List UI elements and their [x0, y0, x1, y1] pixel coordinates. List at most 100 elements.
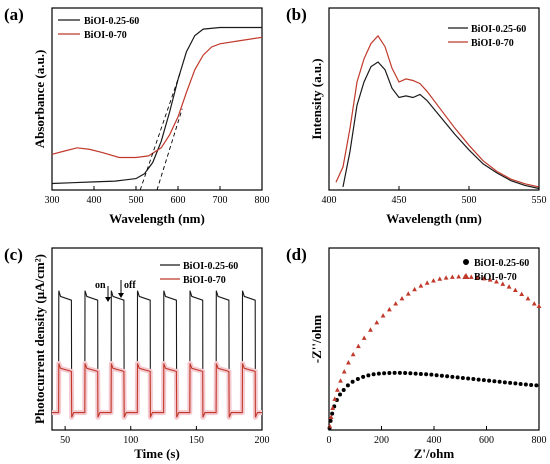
data-point-1 — [502, 380, 507, 385]
data-point-1 — [408, 371, 413, 376]
panel-b-label: (b) — [286, 5, 307, 24]
data-point-1 — [434, 373, 439, 378]
panel-d-legend-label-1: BiOI-0.25-60 — [474, 258, 529, 269]
panel-b-legend-label-1: BiOI-0.25-60 — [471, 24, 526, 35]
x-tick-label: 200 — [374, 435, 389, 446]
data-point-2 — [393, 301, 399, 306]
data-point-2 — [525, 295, 531, 301]
data-point-1 — [424, 372, 429, 377]
x-tick-label: 100 — [123, 435, 138, 446]
data-point-2 — [431, 278, 436, 283]
panel-d-legend: BiOI-0.25-60 BiOI-0-70 — [462, 258, 529, 283]
data-point-1 — [371, 372, 376, 377]
data-point-2 — [350, 351, 356, 357]
panel-d-label: (d) — [286, 245, 307, 264]
data-point-2 — [374, 320, 380, 325]
data-point-2 — [368, 327, 373, 332]
data-point-1 — [466, 376, 471, 381]
panel-d: (d) 0 200 400 600 800 Z'/ohm -Z''/ohm BiOI-0… — [286, 245, 547, 461]
data-point-2 — [506, 284, 512, 289]
x-tick-label: 450 — [392, 195, 407, 206]
panel-c-legend-label-2: BiOI-0-70 — [183, 275, 226, 286]
panel-a-xticks: 300 400 500 600 700 800 — [45, 186, 270, 206]
data-point-1 — [450, 374, 455, 379]
data-point-1 — [529, 383, 534, 388]
tangent-line-1 — [139, 72, 181, 191]
data-point-1 — [330, 411, 335, 416]
data-point-1 — [460, 375, 465, 380]
x-tick-label: 800 — [532, 435, 547, 446]
data-point-1 — [413, 371, 418, 376]
panel-b-ylabel: Intensity (a.u.) — [309, 58, 324, 139]
panel-b: (b) 400 450 500 550 Wavelength (nm) Intensi… — [286, 5, 547, 226]
panel-a-legend-label-1: BiOI-0.25-60 — [84, 16, 139, 27]
panel-a-plot — [51, 26, 263, 191]
x-tick-label: 0 — [327, 435, 332, 446]
data-point-1 — [518, 381, 523, 386]
data-point-2 — [346, 360, 351, 365]
panel-d-xlabel: Z'/ohm — [414, 446, 455, 461]
panel-d-plot — [327, 274, 542, 431]
panel-b-frame — [328, 7, 540, 191]
data-point-2 — [487, 277, 493, 282]
x-tick-label: 600 — [171, 195, 186, 206]
data-point-1 — [492, 379, 497, 384]
series-line-1 — [51, 26, 262, 185]
x-tick-label: 150 — [189, 435, 204, 446]
data-point-2 — [330, 405, 336, 410]
off-arrow-head — [118, 293, 124, 298]
data-point-1 — [497, 379, 502, 384]
data-point-1 — [366, 373, 371, 378]
panel-c-legend: BiOI-0.25-60 BiOI-0-70 — [160, 261, 238, 286]
data-point-1 — [429, 372, 434, 377]
data-point-1 — [481, 378, 486, 383]
on-arrow-head — [105, 297, 111, 302]
data-point-1 — [338, 392, 343, 397]
data-point-2 — [328, 414, 334, 420]
panel-d-legend-marker-2 — [462, 273, 470, 279]
data-point-2 — [512, 287, 518, 293]
x-tick-label: 600 — [479, 435, 494, 446]
panel-c-on-annotation: on — [95, 280, 111, 302]
x-tick-label: 50 — [60, 435, 70, 446]
data-point-1 — [439, 373, 444, 378]
data-point-1 — [513, 381, 518, 386]
panel-a-label: (a) — [4, 5, 24, 24]
data-point-2 — [536, 303, 542, 309]
data-point-2 — [356, 343, 361, 349]
data-point-2 — [405, 291, 411, 296]
x-tick-label: 300 — [45, 195, 60, 206]
data-point-1 — [508, 380, 513, 385]
panel-d-legend-label-2: BiOI-0-70 — [474, 272, 517, 283]
data-point-2 — [449, 274, 455, 279]
panel-b-legend: BiOI-0.25-60 BiOI-0-70 — [448, 24, 526, 49]
x-tick-label: 550 — [532, 195, 547, 206]
off-label: off — [124, 280, 136, 291]
data-point-1 — [534, 383, 539, 388]
data-point-2 — [494, 279, 499, 284]
data-point-1 — [397, 370, 402, 375]
panel-b-xlabel: Wavelength (nm) — [386, 211, 482, 226]
panel-a-legend-label-2: BiOI-0-70 — [84, 30, 127, 41]
data-point-1 — [328, 418, 333, 423]
data-point-2 — [437, 276, 443, 281]
data-point-1 — [355, 377, 360, 382]
data-point-2 — [456, 274, 462, 279]
data-point-2 — [386, 306, 392, 312]
data-point-1 — [471, 377, 476, 382]
data-point-1 — [387, 371, 392, 376]
data-point-1 — [445, 374, 450, 379]
panel-a-ylabel: Absorbance (a.u.) — [32, 50, 47, 149]
data-point-2 — [519, 291, 525, 297]
x-tick-label: 200 — [255, 435, 270, 446]
x-tick-label: 400 — [322, 195, 337, 206]
data-point-1 — [392, 370, 397, 375]
panel-c-xlabel: Time (s) — [134, 446, 180, 461]
data-point-1 — [523, 382, 528, 387]
data-point-2 — [412, 286, 417, 292]
data-point-2 — [341, 369, 347, 374]
data-point-2 — [481, 275, 487, 281]
data-point-2 — [338, 378, 343, 383]
panel-c-frame — [51, 247, 263, 431]
